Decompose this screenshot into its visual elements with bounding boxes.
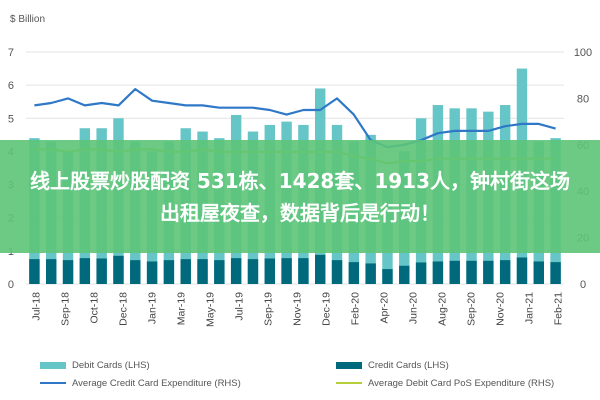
y-left-unit: $ Billion bbox=[10, 14, 45, 25]
credit-bar bbox=[449, 260, 460, 284]
credit-bar bbox=[399, 265, 410, 284]
credit-bar bbox=[331, 260, 343, 284]
credit-bar bbox=[382, 269, 393, 284]
legend-label: Debit Cards (LHS) bbox=[72, 360, 150, 371]
x-tick-label: Nov-19 bbox=[292, 292, 304, 326]
credit-bar bbox=[415, 262, 427, 284]
banner-text: 线上股票炒股配资 531栋、1428套、1913人，钟村街这场出租屋夜查，数据背… bbox=[29, 168, 571, 225]
credit-bar bbox=[29, 259, 40, 284]
y-left-tick-label: 5 bbox=[8, 113, 14, 125]
credit-bar bbox=[113, 255, 124, 284]
x-tick-label: Aug-20 bbox=[437, 292, 449, 326]
y-right-tick-label: 80 bbox=[577, 93, 589, 105]
x-tick-label: May-19 bbox=[205, 292, 217, 327]
x-tick-label: Jan-19 bbox=[147, 292, 159, 324]
credit-bar bbox=[516, 257, 528, 284]
credit-bar bbox=[550, 262, 561, 284]
credit-bar bbox=[62, 260, 74, 284]
x-tick-label: Jul-18 bbox=[31, 292, 43, 321]
x-tick-label: Feb-21 bbox=[553, 292, 565, 325]
credit-bar bbox=[533, 261, 544, 284]
credit-bar bbox=[79, 258, 91, 284]
x-tick-label: Dec-19 bbox=[321, 292, 333, 326]
credit-bar bbox=[466, 260, 477, 284]
credit-bar bbox=[298, 258, 309, 284]
y-left-tick-label: 0 bbox=[8, 279, 14, 291]
legend-label: Average Debit Card PoS Expenditure (RHS) bbox=[368, 378, 554, 389]
legend-label: Credit Cards (LHS) bbox=[368, 360, 449, 371]
y-right-tick-label: 0 bbox=[580, 279, 586, 291]
x-tick-label: Dec-18 bbox=[118, 292, 130, 326]
credit-bar bbox=[130, 260, 141, 284]
x-tick-labels: Jul-18 Sep-18 Oct-18 Dec-18 Jan-19 Mar-19 May-… bbox=[31, 292, 565, 327]
y-left-tick-label: 6 bbox=[8, 80, 14, 92]
credit-bar bbox=[281, 258, 292, 284]
credit-bar bbox=[146, 261, 158, 284]
credit-bar bbox=[96, 258, 107, 284]
x-tick-label: Oct-18 bbox=[89, 292, 101, 324]
legend-label: Average Credit Card Expenditure (RHS) bbox=[72, 378, 241, 389]
x-tick-label: Sep-20 bbox=[466, 292, 478, 326]
credit-bar bbox=[264, 258, 275, 284]
x-tick-label: Apr-20 bbox=[379, 292, 391, 324]
credit-bar bbox=[365, 263, 376, 284]
credit-bar bbox=[46, 259, 57, 284]
x-tick-label: Jun-20 bbox=[408, 292, 420, 324]
legend: Debit Cards (LHS) Credit Cards (LHS) Avera… bbox=[40, 360, 554, 389]
x-tick-label: Feb-20 bbox=[350, 292, 362, 325]
legend-swatch bbox=[40, 362, 66, 369]
x-tick-label: Sep-18 bbox=[60, 292, 72, 326]
y-left-tick-label: 7 bbox=[8, 47, 14, 59]
credit-bar bbox=[483, 260, 494, 284]
x-tick-label: Jul-19 bbox=[234, 292, 246, 321]
x-tick-label: Jan-21 bbox=[524, 292, 536, 324]
credit-bar bbox=[315, 254, 326, 284]
avg-credit-line bbox=[34, 87, 556, 149]
x-tick-label: Sep-19 bbox=[263, 292, 275, 326]
credit-bar bbox=[432, 261, 444, 284]
promo-banner[interactable]: 线上股票炒股配资 531栋、1428套、1913人，钟村街这场出租屋夜查，数据背… bbox=[0, 140, 600, 253]
credit-bar bbox=[214, 260, 225, 284]
credit-bar bbox=[230, 258, 242, 284]
credit-bar bbox=[197, 259, 208, 284]
y-right-tick-label: 100 bbox=[574, 47, 592, 59]
credit-bar bbox=[163, 260, 175, 284]
credit-bar bbox=[247, 259, 259, 284]
x-tick-label: Nov-20 bbox=[495, 292, 507, 326]
legend-swatch bbox=[336, 362, 362, 369]
credit-bar bbox=[180, 259, 191, 284]
credit-bar bbox=[348, 262, 360, 284]
credit-bar bbox=[499, 260, 511, 284]
x-tick-label: Mar-19 bbox=[176, 292, 188, 325]
